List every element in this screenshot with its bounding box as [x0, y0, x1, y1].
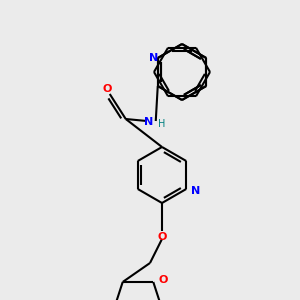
- Text: N: N: [149, 53, 158, 63]
- Text: N: N: [144, 117, 153, 127]
- Text: O: O: [157, 232, 167, 242]
- Text: O: O: [102, 84, 111, 94]
- Text: O: O: [159, 275, 168, 285]
- Text: N: N: [190, 186, 200, 196]
- Text: H: H: [158, 119, 165, 129]
